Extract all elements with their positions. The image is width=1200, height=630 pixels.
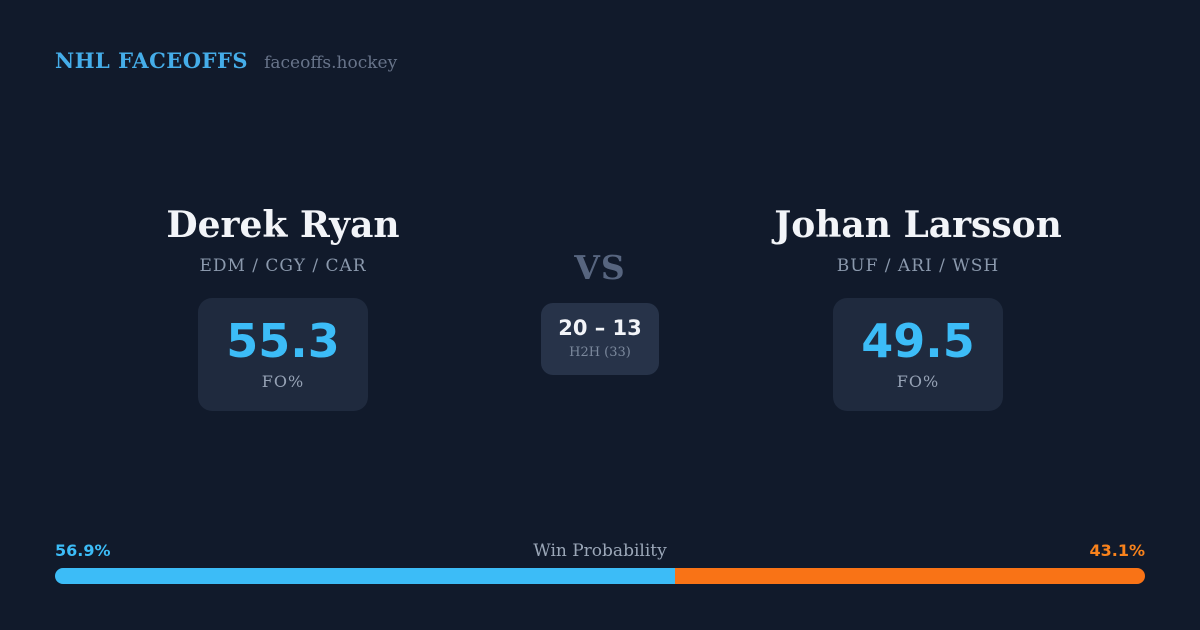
win-bar-left [55, 568, 676, 584]
player-right-stat-card: 49.5 FO% [833, 298, 1003, 412]
player-right-name: Johan Larsson [774, 204, 1062, 246]
h2h-label: H2H (33) [569, 345, 631, 360]
player-left-fo-pct: 55.3 [226, 314, 340, 369]
player-left-stat-label: FO% [261, 372, 305, 392]
player-left-stat-card: 55.3 FO% [198, 298, 368, 412]
h2h-score: 20 – 13 [558, 316, 642, 340]
player-left-teams: EDM / CGY / CAR [199, 256, 367, 277]
player-right-teams: BUF / ARI / WSH [836, 256, 1000, 277]
win-probability-right-pct: 43.1% [1089, 541, 1145, 560]
win-bar-right [675, 568, 1145, 584]
win-probability-left-pct: 56.9% [55, 541, 111, 560]
h2h-box: 20 – 13 H2H (33) [541, 303, 659, 375]
win-probability-title: Win Probability [533, 541, 667, 561]
matchup-center-column: VS 20 – 13 H2H (33) [490, 248, 710, 375]
win-probability-bar [55, 568, 1145, 584]
site-url: faceoffs.hockey [264, 53, 398, 73]
vs-label: VS [574, 248, 626, 287]
player-right-stat-label: FO% [896, 372, 940, 392]
player-right-column: Johan Larsson BUF / ARI / WSH 49.5 FO% [738, 204, 1098, 412]
player-left-name: Derek Ryan [166, 204, 400, 246]
win-probability-labels: 56.9% Win Probability 43.1% [55, 541, 1145, 563]
player-right-fo-pct: 49.5 [861, 314, 975, 369]
header: NHL FACEOFFS faceoffs.hockey [55, 48, 397, 73]
brand-title: NHL FACEOFFS [55, 48, 249, 73]
player-left-column: Derek Ryan EDM / CGY / CAR 55.3 FO% [113, 204, 453, 412]
